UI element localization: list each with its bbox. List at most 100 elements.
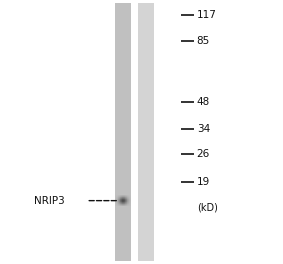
Bar [124, 197, 125, 198]
Bar [123, 202, 124, 203]
Bar [128, 202, 129, 203]
Bar [126, 201, 127, 202]
Bar [127, 202, 128, 203]
Bar [128, 197, 129, 198]
Bar [122, 200, 123, 201]
Bar [118, 198, 119, 199]
Bar [138, 3, 153, 261]
Bar [130, 202, 131, 203]
Bar [129, 197, 130, 198]
Bar [115, 205, 116, 206]
Bar [115, 195, 116, 196]
Bar [117, 198, 118, 199]
Bar [119, 200, 120, 201]
Bar [123, 199, 124, 200]
Bar [121, 204, 122, 205]
Bar [128, 205, 129, 206]
Bar [120, 202, 121, 203]
Bar [130, 198, 131, 199]
Bar [126, 205, 127, 206]
Bar [119, 204, 120, 205]
Bar [123, 204, 124, 205]
Bar [128, 201, 129, 202]
Bar [122, 202, 123, 203]
Bar [118, 195, 119, 196]
Bar [128, 195, 129, 196]
Bar [127, 204, 128, 205]
Text: NRIP3: NRIP3 [34, 196, 65, 206]
Bar [119, 201, 120, 202]
Text: (kD): (kD) [197, 202, 218, 212]
Bar [115, 197, 116, 198]
Bar [117, 197, 118, 198]
Bar [120, 198, 121, 199]
Bar [127, 195, 128, 196]
Bar [119, 203, 120, 204]
Bar [119, 198, 120, 199]
Bar [120, 200, 121, 201]
Bar [118, 197, 119, 198]
Bar [120, 195, 121, 196]
Bar [116, 197, 117, 198]
Bar [127, 199, 128, 200]
Bar [125, 195, 126, 196]
Bar [118, 203, 119, 204]
Bar [121, 202, 122, 203]
Bar [118, 203, 119, 204]
Bar [130, 199, 131, 200]
Bar [118, 201, 119, 202]
Bar [125, 202, 126, 203]
Bar [124, 203, 125, 204]
Bar [118, 199, 119, 200]
Bar [122, 203, 123, 204]
Bar [120, 204, 121, 205]
Bar [121, 199, 122, 200]
Bar [125, 200, 126, 201]
Bar [118, 197, 119, 198]
Bar [122, 205, 123, 206]
Bar [121, 200, 122, 201]
Text: 117: 117 [197, 10, 216, 20]
Bar [115, 200, 116, 201]
Bar [115, 198, 116, 199]
Bar [127, 200, 128, 201]
Bar [115, 203, 116, 204]
Bar [122, 195, 123, 196]
Bar [123, 195, 124, 196]
Bar [122, 204, 123, 205]
Bar [122, 198, 123, 199]
Text: 26: 26 [197, 149, 210, 159]
Bar [121, 201, 122, 202]
Bar [127, 198, 128, 199]
Bar [116, 204, 117, 205]
Bar [115, 204, 116, 205]
Bar [118, 202, 119, 203]
Bar [115, 3, 131, 261]
Text: 85: 85 [197, 36, 210, 46]
Bar [130, 204, 131, 205]
Bar [130, 195, 131, 196]
Bar [121, 197, 122, 198]
Bar [128, 200, 129, 201]
Bar [130, 197, 131, 198]
Bar [119, 205, 120, 206]
Bar [124, 205, 125, 206]
Bar [127, 203, 128, 204]
Bar [118, 200, 119, 201]
Bar [129, 198, 130, 199]
Bar [126, 199, 127, 200]
Bar [129, 205, 130, 206]
Bar [124, 201, 125, 202]
Bar [129, 200, 130, 201]
Bar [126, 198, 127, 199]
Bar [117, 205, 118, 206]
Bar [123, 203, 124, 204]
Bar [129, 202, 130, 203]
Bar [116, 198, 117, 199]
Bar [123, 197, 124, 198]
Bar [118, 204, 119, 205]
Bar [119, 195, 120, 196]
Bar [123, 198, 124, 199]
Bar [118, 202, 119, 203]
Bar [116, 201, 117, 202]
